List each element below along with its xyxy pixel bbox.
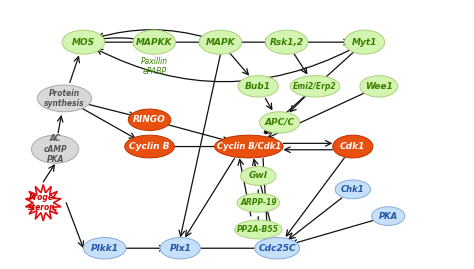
Text: Cyclin B/Cdk1: Cyclin B/Cdk1 <box>217 142 281 151</box>
Text: Cdk1: Cdk1 <box>340 142 365 151</box>
Text: PP2A-B55: PP2A-B55 <box>237 225 279 234</box>
Ellipse shape <box>335 180 371 199</box>
Ellipse shape <box>333 135 373 158</box>
Ellipse shape <box>265 30 308 54</box>
Text: Paxillin
ePABP: Paxillin ePABP <box>141 56 168 76</box>
Text: Rsk1,2: Rsk1,2 <box>270 38 304 47</box>
Text: RINGO: RINGO <box>133 115 166 124</box>
Text: MAPKK: MAPKK <box>136 38 173 47</box>
Ellipse shape <box>31 135 79 163</box>
Text: APC/C: APC/C <box>264 118 295 127</box>
Text: Gwl: Gwl <box>249 171 268 180</box>
Ellipse shape <box>133 30 175 54</box>
Text: Proge-
steron.: Proge- steron. <box>28 193 58 213</box>
Polygon shape <box>26 185 61 221</box>
Ellipse shape <box>160 238 201 259</box>
Ellipse shape <box>128 109 171 130</box>
Ellipse shape <box>37 85 91 112</box>
Text: PKA: PKA <box>379 212 398 221</box>
Text: Myt1: Myt1 <box>352 38 377 47</box>
Text: Protein
synthesis: Protein synthesis <box>44 89 85 108</box>
Ellipse shape <box>259 112 300 133</box>
Ellipse shape <box>372 207 405 225</box>
Text: Chk1: Chk1 <box>341 185 365 194</box>
Ellipse shape <box>238 76 278 97</box>
Text: Plkk1: Plkk1 <box>91 244 118 253</box>
Ellipse shape <box>345 30 385 54</box>
Ellipse shape <box>83 238 126 259</box>
Ellipse shape <box>290 76 340 97</box>
Text: Wee1: Wee1 <box>365 82 392 91</box>
Text: Bub1: Bub1 <box>245 82 271 91</box>
Text: MAPK: MAPK <box>206 38 235 47</box>
Ellipse shape <box>125 135 174 158</box>
Ellipse shape <box>199 30 242 54</box>
Text: Cdc25C: Cdc25C <box>258 244 296 253</box>
Text: Plx1: Plx1 <box>169 244 191 253</box>
Ellipse shape <box>255 238 300 259</box>
Text: MOS: MOS <box>72 38 95 47</box>
Ellipse shape <box>235 220 282 239</box>
Text: AC
cAMP
PKA: AC cAMP PKA <box>43 134 67 164</box>
Ellipse shape <box>215 135 283 158</box>
Ellipse shape <box>237 193 280 212</box>
Text: Cyclin B: Cyclin B <box>129 142 170 151</box>
Ellipse shape <box>62 30 105 54</box>
Text: Emi2/Erp2: Emi2/Erp2 <box>293 82 337 91</box>
Ellipse shape <box>240 167 276 185</box>
Ellipse shape <box>360 76 398 97</box>
Text: ARPP-19: ARPP-19 <box>240 198 276 207</box>
